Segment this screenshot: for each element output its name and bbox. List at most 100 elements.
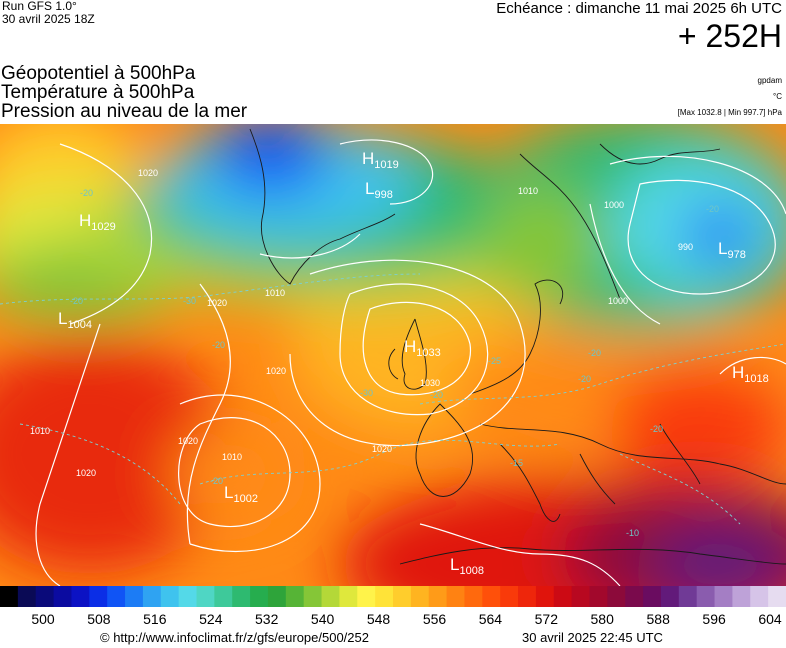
center-type: H (79, 211, 91, 230)
isobar-label: 1010 (518, 186, 538, 196)
isobar-label: 1030 (420, 378, 440, 388)
color-scale-swatch (107, 586, 126, 607)
color-scale-swatch (482, 586, 501, 607)
color-scale-tick-label: 500 (31, 611, 55, 627)
color-scale-swatch (303, 586, 323, 607)
color-scale-swatch (535, 586, 555, 607)
pressure-center-label: L1008 (450, 555, 484, 577)
center-value: 1004 (67, 319, 91, 331)
title-pressure: Pression au niveau de la mer (1, 101, 248, 122)
color-scale-swatch (196, 586, 215, 607)
title-geopotential: Géopotentiel à 500hPa (1, 63, 196, 84)
temperature-value-labels: -20 -30 -20 -20 -30 -20 -25 -20 -20 -20 … (70, 188, 719, 538)
color-scale-swatch (678, 586, 698, 607)
temperature-label: -10 (626, 528, 639, 538)
pressure-center-label: L998 (365, 179, 393, 201)
pressure-center-label: H1029 (79, 211, 116, 233)
title-temperature: Température à 500hPa (1, 82, 195, 103)
color-scale-tick-label: 532 (255, 611, 279, 627)
unit-gpdam: gpdam (757, 76, 782, 85)
color-scale-swatch (393, 586, 412, 607)
color-scale-swatch (125, 586, 144, 607)
isobar-label: 1010 (265, 288, 285, 298)
color-scale-swatch (625, 586, 644, 607)
isobar-label: 1020 (76, 468, 96, 478)
center-type: L (450, 555, 459, 574)
color-scale-swatch (518, 586, 537, 607)
color-scale-tick-label: 604 (758, 611, 782, 627)
isobar-value-labels: 1020 1010 1020 1020 1030 1020 1010 1020 … (30, 168, 693, 478)
isobar-label: 1010 (222, 452, 242, 462)
center-type: H (732, 363, 744, 382)
isobar-label: 1020 (178, 436, 198, 446)
run-model: Run GFS 1.0° (2, 0, 77, 13)
pressure-center-label: H1033 (404, 337, 441, 359)
color-scale-swatch (160, 586, 180, 607)
center-type: L (224, 483, 233, 502)
color-scale-swatch (178, 586, 198, 607)
color-scale-swatch (321, 586, 341, 607)
color-scale-tick-label: 516 (143, 611, 167, 627)
isotherms (0, 273, 786, 525)
temperature-label: -20 (80, 188, 93, 198)
center-type: L (718, 239, 727, 258)
color-scale-swatch (410, 586, 430, 607)
forecast-lead-hours: + 252H (677, 18, 782, 54)
units-legend: gpdam °C [Max 1032.8 | Min 997.7] hPa (678, 76, 782, 124)
center-value: 1002 (233, 493, 257, 505)
temperature-label: -20 (706, 204, 719, 214)
temperature-label: -30 (183, 296, 196, 306)
run-init-time: 30 avril 2025 18Z (2, 12, 95, 26)
color-scale-swatch (0, 586, 19, 607)
color-scale-tick-label: 564 (478, 611, 503, 627)
center-type: L (58, 309, 67, 328)
temperature-label: -15 (510, 458, 523, 468)
color-scale-tick-label: 596 (702, 611, 726, 627)
pressure-center-labels: H1019 L998 H1029 L1004 H1033 L1002 L978 … (58, 149, 769, 577)
color-scale-swatch (267, 586, 287, 607)
temperature-label: -30 (360, 388, 373, 398)
color-scale-swatch (571, 586, 591, 607)
color-scale-tick-label: 524 (199, 611, 223, 627)
unit-hpa: [Max 1032.8 | Min 997.7] hPa (677, 108, 782, 117)
color-scale-swatch (53, 586, 73, 607)
color-scale-ticks: 500 508 516 524 532 540 548 556 564 572 580 588 596 6… (0, 609, 786, 629)
color-scale-swatch (89, 586, 108, 607)
temperature-label: -25 (488, 356, 501, 366)
pressure-center-label: L978 (718, 239, 746, 261)
production-time: 30 avril 2025 22:45 UTC (522, 630, 663, 645)
coastlines (249, 128, 786, 565)
color-scale-swatch (428, 586, 448, 607)
isobar-label: 1020 (207, 298, 227, 308)
color-scale-swatch (553, 586, 573, 607)
center-value: 1018 (744, 373, 768, 385)
color-scale-swatch (17, 586, 37, 607)
temperature-label: -20 (70, 296, 83, 306)
color-scale-swatch (285, 586, 305, 607)
center-value: 1029 (91, 221, 115, 233)
color-scale-swatch (750, 586, 769, 607)
color-scale-swatch (643, 586, 662, 607)
isobar-label: 990 (678, 242, 693, 252)
isobar-label: 1010 (30, 426, 50, 436)
color-scale-swatch (375, 586, 394, 607)
center-type: L (365, 179, 374, 198)
isobar-label: 1000 (608, 296, 628, 306)
color-scale-tick-label: 508 (87, 611, 111, 627)
color-scale-swatch (71, 586, 90, 607)
temperature-label: -20 (210, 476, 223, 486)
temperature-label: -20 (430, 390, 443, 400)
forecast-valid-time: Echéance : dimanche 11 mai 2025 6h UTC (496, 0, 782, 17)
color-scale-swatch (35, 586, 55, 607)
isobar-label: 1000 (604, 200, 624, 210)
unit-celsius: °C (773, 92, 782, 101)
weather-map: H1019 L998 H1029 L1004 H1033 L1002 L978 … (0, 124, 786, 586)
color-scale-swatch (732, 586, 751, 607)
center-value: 1033 (416, 347, 440, 359)
color-scale-tick-label: 548 (366, 611, 391, 627)
color-scale-swatch (446, 586, 466, 607)
geopotential-field (0, 124, 786, 586)
color-scale-tick-label: 556 (422, 611, 447, 627)
color-scale-swatch (500, 586, 519, 607)
pressure-center-label: H1018 (732, 363, 769, 385)
